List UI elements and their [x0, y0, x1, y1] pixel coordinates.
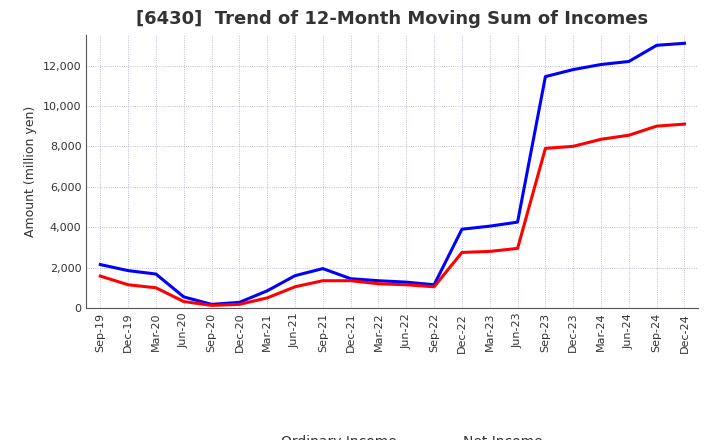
Ordinary Income [152, 271, 161, 277]
Net Income [680, 121, 689, 127]
Ordinary Income [346, 276, 355, 281]
Ordinary Income [402, 279, 410, 285]
Ordinary Income [624, 59, 633, 64]
Ordinary Income [374, 278, 383, 283]
Net Income [402, 282, 410, 287]
Net Income [458, 250, 467, 255]
Net Income [152, 285, 161, 290]
Ordinary Income [207, 302, 216, 307]
Net Income [96, 273, 104, 279]
Ordinary Income [96, 262, 104, 267]
Net Income [652, 124, 661, 129]
Net Income [124, 282, 132, 287]
Ordinary Income [430, 282, 438, 287]
Ordinary Income [291, 273, 300, 279]
Net Income [541, 146, 550, 151]
Net Income [569, 144, 577, 149]
Line: Net Income: Net Income [100, 124, 685, 305]
Ordinary Income [652, 43, 661, 48]
Y-axis label: Amount (million yen): Amount (million yen) [24, 106, 37, 237]
Net Income [597, 137, 606, 142]
Ordinary Income [513, 220, 522, 225]
Ordinary Income [680, 40, 689, 46]
Ordinary Income [541, 74, 550, 79]
Title: [6430]  Trend of 12-Month Moving Sum of Incomes: [6430] Trend of 12-Month Moving Sum of I… [136, 10, 649, 28]
Net Income [179, 299, 188, 304]
Ordinary Income [318, 266, 327, 271]
Legend: Ordinary Income, Net Income: Ordinary Income, Net Income [236, 429, 549, 440]
Net Income [318, 278, 327, 283]
Ordinary Income [569, 67, 577, 72]
Ordinary Income [458, 227, 467, 232]
Net Income [624, 132, 633, 138]
Net Income [291, 284, 300, 290]
Net Income [513, 246, 522, 251]
Ordinary Income [485, 224, 494, 229]
Line: Ordinary Income: Ordinary Income [100, 43, 685, 304]
Net Income [346, 278, 355, 283]
Net Income [374, 281, 383, 286]
Ordinary Income [263, 288, 271, 293]
Ordinary Income [124, 268, 132, 273]
Ordinary Income [597, 62, 606, 67]
Net Income [235, 302, 243, 307]
Net Income [207, 303, 216, 308]
Net Income [430, 284, 438, 290]
Ordinary Income [235, 300, 243, 305]
Ordinary Income [179, 294, 188, 300]
Net Income [485, 249, 494, 254]
Net Income [263, 295, 271, 301]
